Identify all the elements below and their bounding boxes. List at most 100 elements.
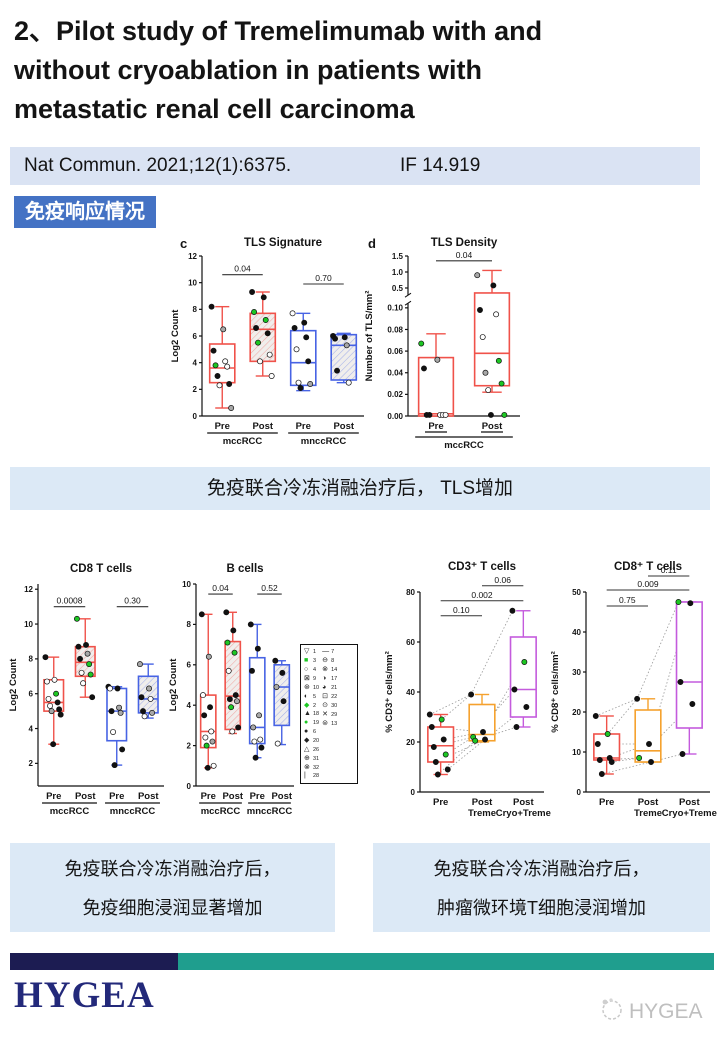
chart-cd8-pos-t-cells: CD8⁺ T cells % CD8⁺ cells/mm² 0 10 20 30 40 50 0… xyxy=(548,558,720,840)
svg-text:Post: Post xyxy=(472,797,493,808)
svg-text:0.75: 0.75 xyxy=(619,595,636,605)
legend-entry: ■ 3 xyxy=(304,657,317,665)
svg-text:20: 20 xyxy=(572,708,581,717)
svg-text:50: 50 xyxy=(572,588,581,597)
legend-entry: ⊡ 22 xyxy=(322,692,338,700)
svg-text:80: 80 xyxy=(406,588,415,597)
svg-text:2: 2 xyxy=(193,385,198,394)
hygea-watermark-icon xyxy=(598,996,624,1028)
svg-text:10: 10 xyxy=(188,278,197,287)
svg-text:0.52: 0.52 xyxy=(261,583,278,593)
title-line-1: 2、Pilot study of Tremelimumab with and xyxy=(14,16,543,46)
chart-b-cells: B cells Log2 Count 0 2 4 6 8 10 0.04 0.52 Pre Post P… xyxy=(166,558,362,836)
legend-entry: ◐ 5 xyxy=(304,692,317,700)
svg-text:0.002: 0.002 xyxy=(471,590,493,600)
chart-tls-density-svg: TLS Density Number of TLS/mm² 0.00 0.02 0.04… xyxy=(364,237,520,451)
svg-text:0.04: 0.04 xyxy=(234,264,251,274)
svg-text:Pre: Pre xyxy=(599,797,614,808)
svg-text:0.00: 0.00 xyxy=(387,412,403,421)
legend-entry: ◆ 20 xyxy=(304,737,320,745)
svg-text:Pre: Pre xyxy=(215,421,230,432)
legend-entry: ▲ 18 xyxy=(304,710,320,718)
svg-text:0.04: 0.04 xyxy=(212,583,229,593)
panel-label-c: c xyxy=(180,236,188,251)
svg-text:B cells: B cells xyxy=(226,563,263,575)
chart-cd3-t-cells: CD3⁺ T cells % CD3⁺ cells/mm² 0 20 40 60 80 0.1… xyxy=(382,558,554,840)
svg-text:mccRCC: mccRCC xyxy=(50,806,90,817)
svg-text:Post: Post xyxy=(75,791,96,802)
chart-cd8-pos-t-cells-svg: CD8⁺ T cells % CD8⁺ cells/mm² 0 10 20 30 40 50 0… xyxy=(550,561,717,819)
svg-text:Post: Post xyxy=(638,797,659,808)
legend-entry: ◕ 21 xyxy=(322,684,338,691)
svg-text:0.08: 0.08 xyxy=(387,325,403,334)
svg-text:TLS Density: TLS Density xyxy=(431,237,498,249)
svg-text:mccRCC: mccRCC xyxy=(201,806,241,817)
svg-text:TLS Signature: TLS Signature xyxy=(244,237,322,249)
svg-text:Post: Post xyxy=(482,421,503,432)
svg-text:1.5: 1.5 xyxy=(392,252,404,261)
svg-text:mnccRCC: mnccRCC xyxy=(301,436,347,447)
chart-cd8-t-cells: CD8 T cells Log2 Count 2 4 6 8 10 12 0.0008 0.30 P… xyxy=(6,558,174,836)
legend-entry: ○ 4 xyxy=(304,666,317,674)
svg-text:Pre: Pre xyxy=(433,797,448,808)
chart-tls-signature-svg: TLS Signature Log2 Count 0 2 4 6 8 10 12 0.04 0.70… xyxy=(170,237,364,447)
svg-text:Pre: Pre xyxy=(250,791,265,802)
panel-label-d: d xyxy=(368,236,376,251)
hygea-watermark: HYGEA xyxy=(598,996,703,1028)
svg-text:0: 0 xyxy=(187,782,192,791)
legend-entry: ◑ 17 xyxy=(322,675,338,683)
svg-text:0.70: 0.70 xyxy=(315,273,332,283)
legend-entry: ▽ 1 xyxy=(304,648,317,656)
svg-text:0.0008: 0.0008 xyxy=(57,596,83,606)
legend-entry: ● 19 xyxy=(304,719,320,727)
svg-text:2: 2 xyxy=(29,759,34,768)
citation-reference: Nat Commun. 2021;12(1):6375. xyxy=(24,155,292,176)
svg-text:mccRCC: mccRCC xyxy=(223,436,263,447)
caption-right-line-1: 免疫联合冷冻消融治疗后， xyxy=(433,859,650,880)
caption-tls-increase: 免疫联合冷冻消融治疗后， TLS增加 xyxy=(10,467,710,510)
svg-text:0.5: 0.5 xyxy=(392,284,404,293)
legend-entry: ⊖ 8 xyxy=(322,657,335,665)
svg-text:10: 10 xyxy=(24,620,33,629)
svg-text:Log2 Count: Log2 Count xyxy=(8,658,19,712)
svg-text:10: 10 xyxy=(572,748,581,757)
caption-left-line-1: 免疫联合冷冻消融治疗后， xyxy=(64,859,281,880)
svg-text:0.04: 0.04 xyxy=(387,369,403,378)
svg-text:0: 0 xyxy=(577,788,582,797)
svg-text:0.02: 0.02 xyxy=(387,390,403,399)
svg-text:0.11: 0.11 xyxy=(661,565,677,575)
svg-text:Pre: Pre xyxy=(428,421,443,432)
svg-text:Post: Post xyxy=(252,421,273,432)
legend-entry: —7 xyxy=(322,648,335,656)
svg-text:60: 60 xyxy=(406,638,415,647)
caption-immune-infiltration: 免疫联合冷冻消融治疗后， 免疫细胞浸润显著增加 xyxy=(10,843,335,932)
chart-cd3-t-cells-svg: CD3⁺ T cells % CD3⁺ cells/mm² 0 20 40 60 80 0.1… xyxy=(384,561,551,819)
svg-text:Number of TLS/mm²: Number of TLS/mm² xyxy=(364,291,375,382)
svg-text:mnccRCC: mnccRCC xyxy=(110,806,156,817)
svg-text:8: 8 xyxy=(29,655,34,664)
hygea-watermark-text: HYGEA xyxy=(629,1000,703,1023)
legend-entry: ⊛ 10 xyxy=(304,683,320,691)
citation-bar: Nat Commun. 2021;12(1):6375. IF 14.919 xyxy=(10,147,700,185)
impact-factor: IF 14.919 xyxy=(400,155,481,176)
title-line-2: without cryoablation in patients with xyxy=(14,55,483,85)
chart-tls-signature: TLS Signature Log2 Count 0 2 4 6 8 10 12 0.04 0.70… xyxy=(168,232,378,464)
svg-text:40: 40 xyxy=(406,688,415,697)
svg-text:40: 40 xyxy=(572,628,581,637)
footer-bar-navy xyxy=(10,953,178,970)
svg-text:0.009: 0.009 xyxy=(637,579,659,589)
svg-text:30: 30 xyxy=(572,668,581,677)
svg-text:Pre: Pre xyxy=(296,421,311,432)
svg-text:% CD8⁺ cells/mm²: % CD8⁺ cells/mm² xyxy=(550,651,561,733)
chart-cd8-t-cells-svg: CD8 T cells Log2 Count 2 4 6 8 10 12 0.0008 0.30 P… xyxy=(8,563,164,817)
legend-entry: ◆ 2 xyxy=(304,701,317,709)
svg-text:0.10: 0.10 xyxy=(387,304,403,313)
svg-text:12: 12 xyxy=(188,252,197,261)
patient-symbol-legend: ▽ 1 ■ 3 ○ 4 ⊠ 9 ⊛ 10 ◐ 5 ◆ 2 ▲ 18 ● 19 ● 6 ◆ 20 △ 26 ⊕ 31 ⊗ 32 | 28 —7… xyxy=(300,644,358,784)
svg-text:Cryo+Treme: Cryo+Treme xyxy=(496,808,551,819)
legend-entry: ⊗ 14 xyxy=(322,666,338,674)
svg-text:4: 4 xyxy=(187,701,192,710)
svg-text:Treme: Treme xyxy=(634,808,662,819)
svg-text:Log2 Count: Log2 Count xyxy=(168,658,179,712)
